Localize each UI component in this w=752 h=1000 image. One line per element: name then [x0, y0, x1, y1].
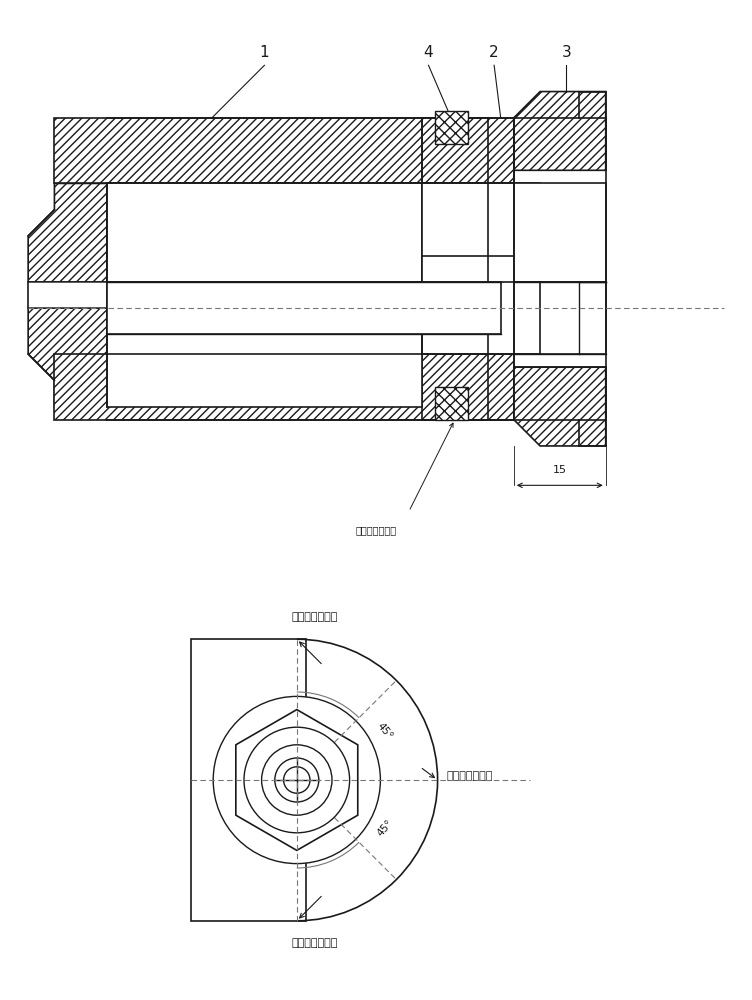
Bar: [422, 256, 540, 354]
Bar: [435, 387, 468, 420]
Bar: [422, 183, 540, 282]
Polygon shape: [514, 367, 605, 446]
Circle shape: [214, 696, 381, 864]
Bar: [107, 282, 487, 315]
Text: 45°: 45°: [375, 721, 395, 742]
Text: 2: 2: [490, 45, 499, 60]
Text: 1: 1: [259, 45, 269, 60]
Polygon shape: [236, 710, 358, 850]
Text: 应变片安装位置: 应变片安装位置: [291, 938, 338, 948]
Circle shape: [262, 745, 332, 815]
Polygon shape: [28, 183, 107, 282]
Bar: [54, 118, 487, 183]
Text: 应变片安装位置: 应变片安装位置: [447, 771, 493, 781]
Bar: [514, 367, 605, 420]
Bar: [514, 282, 605, 354]
Circle shape: [274, 758, 319, 802]
Bar: [514, 183, 605, 282]
Text: 应变片安装位置: 应变片安装位置: [291, 612, 338, 622]
Text: 3: 3: [562, 45, 572, 60]
Polygon shape: [514, 92, 605, 170]
Text: 45°: 45°: [375, 818, 395, 839]
Bar: [435, 111, 468, 144]
Circle shape: [284, 767, 310, 793]
Bar: [54, 354, 487, 420]
Text: 15: 15: [553, 465, 567, 475]
Circle shape: [244, 727, 350, 833]
Bar: [514, 118, 605, 170]
Text: 应变片安装位置: 应变片安装位置: [356, 525, 396, 535]
Bar: [107, 282, 501, 334]
Bar: [422, 354, 514, 420]
Bar: [107, 308, 422, 407]
Bar: [191, 639, 305, 921]
Text: 4: 4: [423, 45, 433, 60]
Polygon shape: [28, 308, 107, 407]
Bar: [422, 118, 514, 183]
Bar: [107, 183, 422, 282]
